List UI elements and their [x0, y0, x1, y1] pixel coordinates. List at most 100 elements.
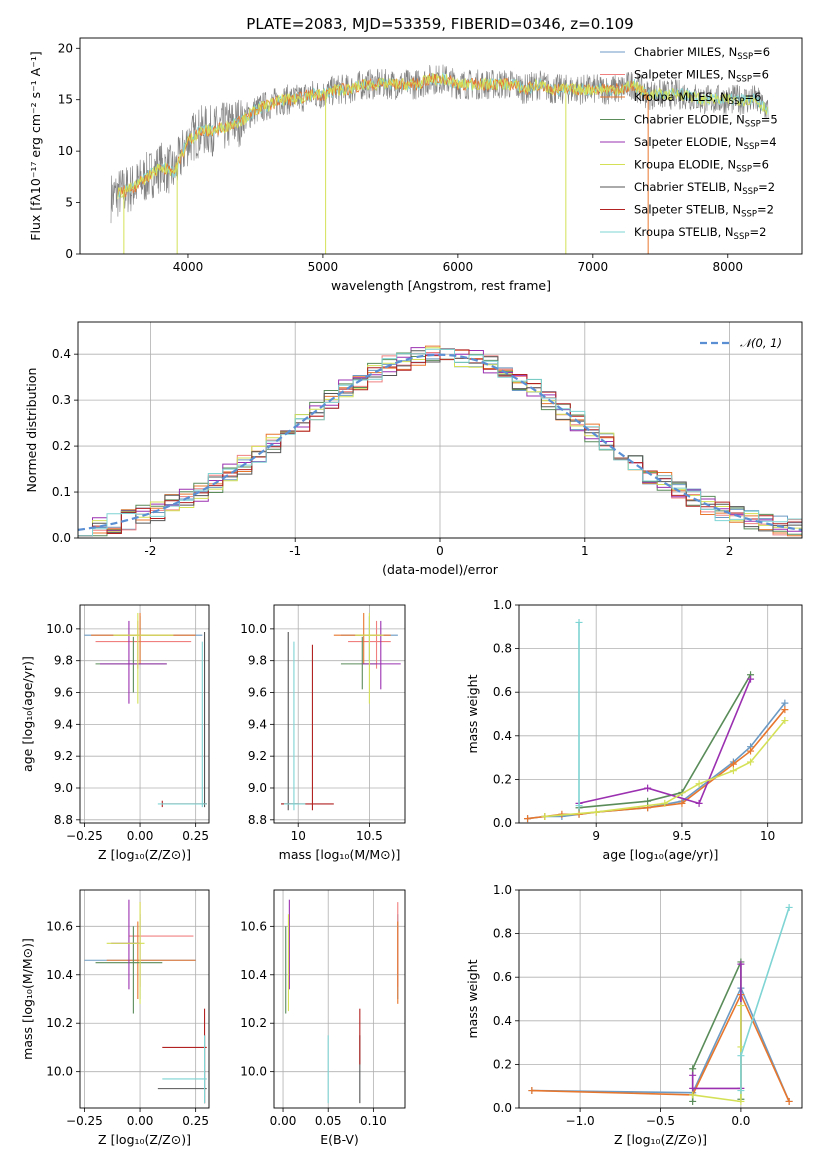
legend-entry: Kroupa ELODIE, NSSP=6: [634, 158, 769, 175]
y-tick-label: 9.6: [54, 686, 73, 700]
x-axis-label: Z [log₁₀(Z/Z⊙)]: [98, 847, 191, 862]
x-tick-label: 0.25: [182, 829, 209, 843]
x-tick-label: −0.5: [646, 1114, 675, 1128]
mass-weight-point: [737, 1052, 745, 1060]
y-tick-label: 0.4: [493, 1014, 512, 1028]
mass-weight-point: [644, 797, 652, 805]
mass-weight-point: [781, 706, 789, 714]
mass-weight-point: [785, 1097, 793, 1105]
y-tick-label: 10.6: [240, 919, 267, 933]
y-tick-label: 0.8: [493, 642, 512, 656]
mass-weight-point: [689, 1091, 697, 1099]
x-tick-label: 8000: [713, 260, 744, 274]
legend-label: Salpeter STELIB, N: [634, 203, 741, 217]
mass-weight-line: [527, 702, 786, 820]
y-axis-label: age [log₁₀(age/yr)]: [20, 656, 35, 772]
x-tick-label: -1: [289, 544, 301, 558]
mass-weight-line: [578, 674, 752, 809]
plot-frame: [77, 321, 803, 539]
y-tick-label: 10.2: [46, 1016, 73, 1030]
y-tick-label: 10.0: [46, 1065, 73, 1079]
x-tick-label: 6000: [443, 260, 474, 274]
plot-frame: [79, 37, 803, 255]
age-vs-mass-panel: 10 10.5 8.8 9.0 9.2 9.4 9.6 9.8 10.0 mass [log₁₀(…: [240, 604, 406, 862]
mass-weight-point: [541, 812, 549, 820]
legend-label: Kroupa ELODIE, N: [634, 158, 736, 172]
legend-entry: 𝒩(0, 1): [740, 336, 782, 350]
legend-entry: Salpeter STELIB, NSSP=2: [634, 203, 774, 220]
y-tick-label: 10: [58, 144, 73, 158]
y-axis-label: Normed distribution: [24, 368, 39, 493]
y-tick-label: 0.2: [493, 772, 512, 786]
x-axis-label: E(B-V): [320, 1132, 359, 1147]
mass-weight-point: [729, 767, 737, 775]
x-tick-label: 2: [726, 544, 734, 558]
mass-weight-point: [689, 1071, 697, 1079]
y-tick-label: 0.0: [493, 816, 512, 830]
mass-weight-point: [781, 717, 789, 725]
x-tick-label: -2: [144, 544, 156, 558]
y-tick-label: 0.4: [493, 729, 512, 743]
y-tick-label: 9.2: [248, 749, 267, 763]
x-tick-label: 0.00: [270, 1114, 297, 1128]
y-tick-label: 1.0: [493, 598, 512, 612]
mass-weight-point: [737, 960, 745, 968]
legend-entry: Salpeter MILES, NSSP=6: [634, 68, 769, 85]
y-tick-label: 10.6: [46, 919, 73, 933]
mass-weight-point: [785, 903, 793, 911]
legend-entry: Chabrier MILES, NSSP=6: [634, 45, 770, 62]
legend-subscript: SSP: [741, 210, 757, 220]
x-tick-label: 0.05: [315, 1114, 342, 1128]
y-tick-label: 9.4: [248, 717, 267, 731]
x-axis-label: (data-model)/error: [382, 562, 499, 577]
y-tick-label: 0.2: [493, 1057, 512, 1071]
mass-weight-point: [737, 1087, 745, 1095]
x-tick-label: 5000: [308, 260, 339, 274]
y-axis-label: mass weight: [465, 674, 480, 753]
mass-weight-line: [740, 907, 790, 1091]
x-tick-label: 0.00: [127, 829, 154, 843]
histogram-step-line: [78, 349, 802, 537]
legend-suffix: =6: [752, 158, 769, 172]
y-tick-label: 9.8: [248, 654, 267, 668]
y-tick-label: 9.4: [54, 717, 73, 731]
mass-weight-vs-age-panel: 9 9.5 10 0.0 0.2 0.4 0.6 0.8 1.0 age [log₁₀(age/y…: [465, 598, 803, 862]
legend-label: Chabrier MILES, N: [634, 45, 737, 59]
histogram-step-line: [78, 345, 802, 537]
plot-frame: [273, 604, 406, 824]
y-tick-label: 9.6: [248, 686, 267, 700]
mass-weight-line: [578, 678, 752, 805]
spectrum-model-line: [117, 73, 650, 198]
legend-subscript: SSP: [737, 52, 753, 62]
x-tick-label: 0.10: [360, 1114, 387, 1128]
legend-label: Kroupa STELIB, N: [634, 225, 734, 239]
x-tick-label: 0: [436, 544, 444, 558]
mass-weight-point: [689, 1084, 697, 1092]
mass-vs-metallicity-panel: −0.25 0.00 0.25 10.0 10.2 10.4 10.6 Z [log₁₀(Z/…: [20, 889, 210, 1147]
y-tick-label: 10.2: [240, 1016, 267, 1030]
x-axis-label: Z [log₁₀(Z/Z⊙)]: [98, 1132, 191, 1147]
mass-weight-line: [691, 964, 742, 1090]
legend-suffix: =2: [757, 203, 774, 217]
y-tick-label: 0.6: [493, 970, 512, 984]
mass-weight-point: [695, 780, 703, 788]
y-tick-label: 5: [65, 196, 73, 210]
mass-weight-point: [661, 799, 669, 807]
y-tick-label: 9.0: [54, 781, 73, 795]
legend-subscript: SSP: [745, 120, 761, 130]
mass-weight-point: [524, 815, 532, 823]
spectrum-model-line: [117, 72, 769, 200]
mass-weight-point: [644, 784, 652, 792]
mass-weight-point: [781, 699, 789, 707]
legend-subscript: SSP: [736, 75, 752, 85]
legend-suffix: =4: [760, 135, 777, 149]
spectrum-title: PLATE=2083, MJD=53359, FIBERID=0346, z=0…: [246, 15, 633, 33]
legend-subscript: SSP: [736, 165, 752, 175]
legend-subscript: SSP: [729, 97, 745, 107]
y-tick-label: 0.2: [52, 439, 71, 453]
plot-frame: [273, 889, 406, 1109]
x-tick-label: 10: [760, 829, 775, 843]
mass-weight-point: [747, 675, 755, 683]
legend-subscript: SSP: [744, 142, 760, 152]
y-axis-label: Flux [fλ10⁻¹⁷ erg cm⁻² s⁻¹ A⁻¹]: [28, 51, 43, 240]
